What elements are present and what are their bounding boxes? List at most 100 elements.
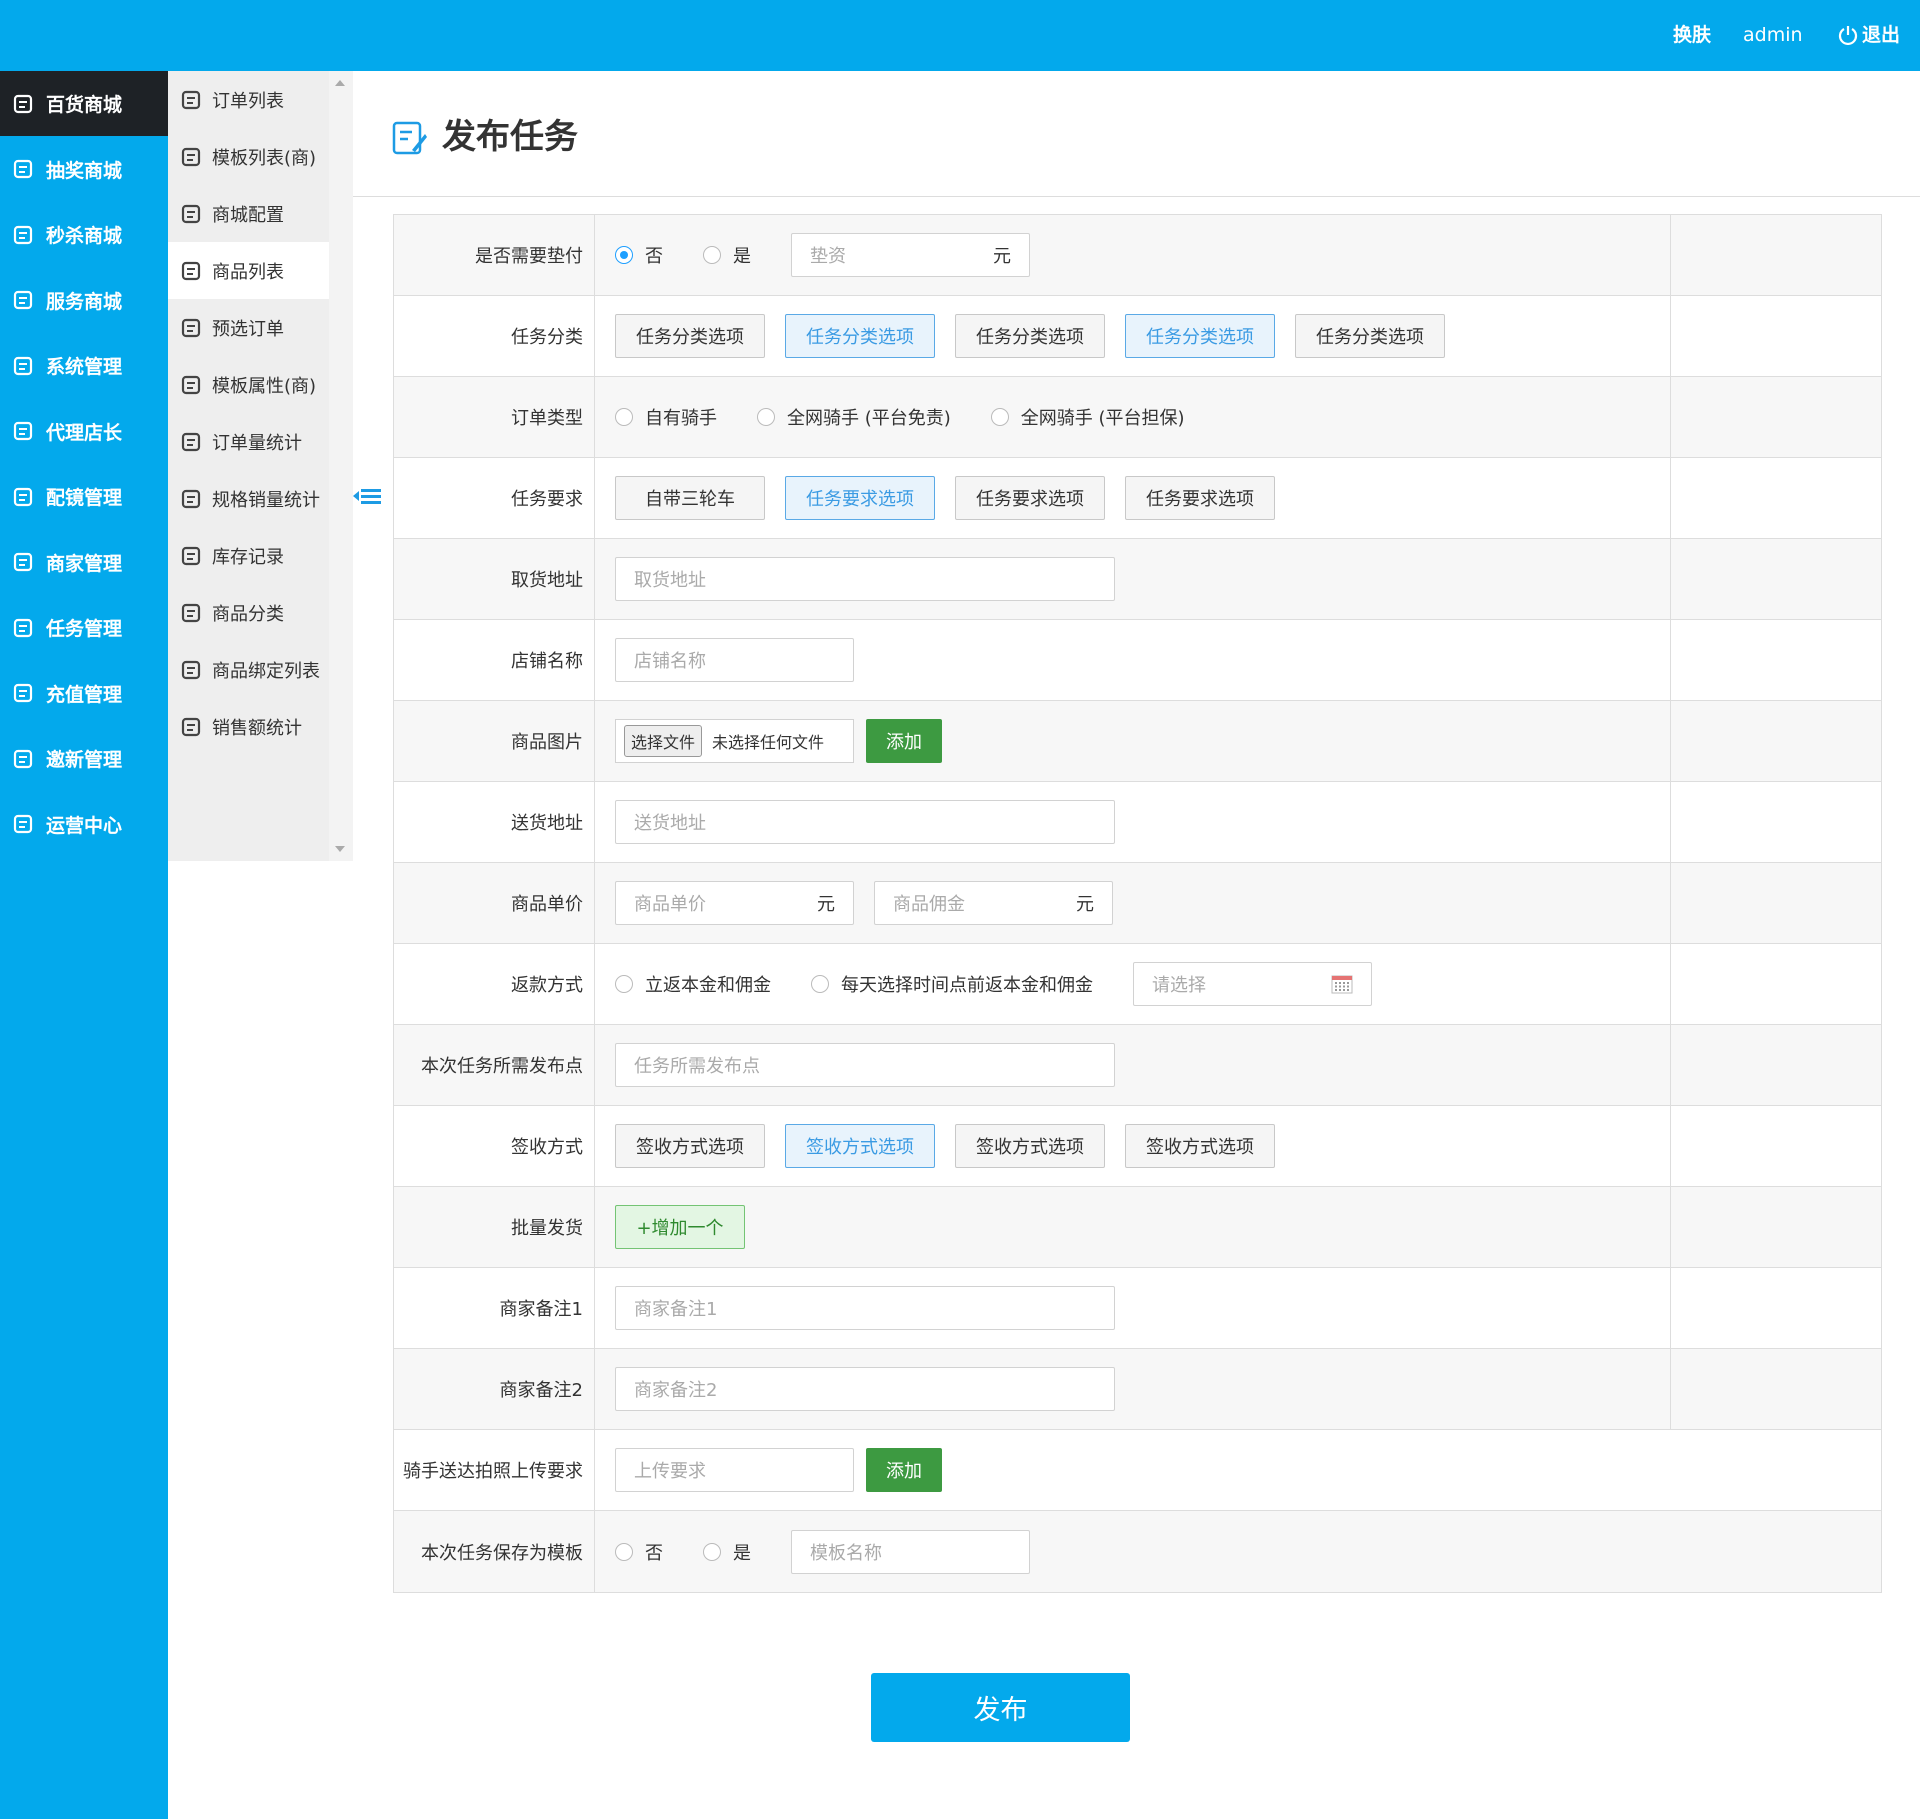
form-row: 商家备注2 商家备注2 [394, 1349, 1881, 1430]
submenu-label: 商品列表 [212, 261, 284, 283]
option-button[interactable]: 任务分类选项 [955, 314, 1105, 358]
option-button[interactable]: 任务要求选项 [1125, 476, 1275, 520]
field-label: 商品单价 [394, 863, 595, 943]
radio-label: 是 [733, 1542, 751, 1564]
sidebar-label: 秒杀商城 [46, 225, 123, 247]
sidebar-label: 代理店长 [46, 421, 123, 444]
submenu-item[interactable]: 销售额统计 [168, 698, 329, 755]
text-input[interactable]: 送货地址 [615, 800, 1115, 844]
radio-circle [703, 1542, 721, 1561]
sidebar: 百货商城 抽奖商城秒杀商城服务商城 系统管理代理店长配镜管理 商家管理 任务管理 充值管理… [0, 71, 168, 1819]
field-label: 骑手送达拍照上传要求 [394, 1430, 595, 1510]
field-controls: 上传要求 添加 [595, 1430, 1881, 1510]
option-button[interactable]: 自带三轮车 [615, 476, 765, 520]
radio[interactable]: 全网骑手 (平台免责) [757, 404, 951, 430]
form-row: 返款方式 立返本金和佣金 每天选择时间点前返本金和佣金 请选择 [394, 944, 1881, 1025]
submenu-label: 模板列表(商) [212, 147, 317, 169]
radio[interactable]: 否 [615, 242, 663, 268]
radio[interactable]: 每天选择时间点前返本金和佣金 [811, 971, 1093, 997]
placeholder: 店铺名称 [634, 651, 706, 672]
form-row: 任务分类 任务分类选项 任务分类选项 任务分类选项 任务分类选项 任务分类选项 [394, 296, 1881, 377]
skin-link[interactable]: 换肤 [1673, 24, 1712, 46]
submenu-item[interactable]: 模板属性(商) [168, 356, 329, 413]
option-button[interactable]: 任务分类选项 [1295, 314, 1445, 358]
radio-label: 否 [645, 246, 663, 267]
sidebar-item[interactable]: 秒杀商城 [0, 202, 168, 267]
option-button[interactable]: 签收方式选项 [955, 1124, 1105, 1168]
add-button[interactable]: 添加 [866, 1448, 942, 1492]
submenu-item[interactable]: 商品绑定列表 [168, 641, 329, 698]
submenu-item[interactable]: 预选订单 [168, 299, 329, 356]
text-input[interactable]: 商家备注2 [615, 1367, 1115, 1411]
submenu-item[interactable]: 库存记录 [168, 527, 329, 584]
option-button[interactable]: 签收方式选项 [1125, 1124, 1275, 1168]
power-icon [1838, 26, 1858, 45]
menu-icon [13, 94, 33, 113]
option-button[interactable]: 签收方式选项 [615, 1124, 765, 1168]
sidebar-item[interactable]: 代理店长 [0, 399, 168, 464]
option-button[interactable]: 任务要求选项 [955, 476, 1105, 520]
submenu-item[interactable]: 商品分类 [168, 584, 329, 641]
collapse-icon[interactable] [352, 486, 382, 506]
field-label: 店铺名称 [394, 620, 595, 700]
text-input[interactable]: 模板名称 [791, 1529, 1030, 1574]
sidebar-item[interactable]: 抽奖商城 [0, 137, 168, 202]
field-controls: 任务所需发布点 [595, 1025, 1671, 1105]
sidebar-item[interactable]: 运营中心 [0, 792, 168, 857]
menu-icon [181, 147, 201, 166]
submit-button[interactable]: 发布 [871, 1673, 1130, 1742]
radio[interactable]: 自有骑手 [615, 404, 717, 430]
sidebar-item[interactable]: 邀新管理 [0, 726, 168, 791]
menu-icon [181, 261, 201, 280]
radio[interactable]: 否 [615, 1539, 663, 1565]
option-button[interactable]: 签收方式选项 [785, 1124, 935, 1168]
submenu-label: 规格销量统计 [212, 489, 320, 511]
submenu: 订单列表模板列表(商) 商城配置商品列表预选订单模板属性(商) 订单量统计规格销量统… [168, 71, 353, 861]
text-input[interactable]: 取货地址 [615, 557, 1115, 601]
sidebar-item[interactable]: 服务商城 [0, 268, 168, 333]
sidebar-item[interactable]: 任务管理 [0, 595, 168, 660]
add-button[interactable]: 添加 [866, 719, 942, 763]
text-input[interactable]: 上传要求 [615, 1448, 854, 1492]
menu-icon [13, 225, 33, 244]
placeholder: 请选择 [1152, 975, 1206, 996]
file-button[interactable]: 选择文件 [624, 725, 703, 757]
option-button[interactable]: 任务分类选项 [1125, 314, 1275, 358]
submenu-item[interactable]: 模板列表(商) [168, 128, 329, 185]
text-input[interactable]: 请选择 [1133, 962, 1372, 1006]
text-input[interactable]: 店铺名称 [615, 638, 854, 682]
menu-icon [181, 546, 201, 565]
menu-icon [181, 204, 201, 223]
file-input[interactable]: 选择文件 未选择任何文件 [615, 719, 854, 763]
submenu-item[interactable]: 商城配置 [168, 185, 329, 242]
form-row: 取货地址 取货地址 [394, 539, 1881, 620]
sidebar-item[interactable]: 百货商城 [0, 71, 168, 136]
radio[interactable]: 立返本金和佣金 [615, 971, 771, 997]
radio[interactable]: 全网骑手 (平台担保) [990, 404, 1185, 430]
sidebar-item[interactable]: 商家管理 [0, 530, 168, 595]
text-input[interactable]: 任务所需发布点 [615, 1043, 1115, 1087]
submenu-item[interactable]: 商品列表 [168, 242, 329, 299]
user-name[interactable]: admin [1743, 24, 1803, 46]
submenu-item[interactable]: 订单量统计 [168, 413, 329, 470]
input-suffix: 元 [817, 894, 835, 915]
option-button[interactable]: 任务分类选项 [785, 314, 935, 358]
radio[interactable]: 是 [703, 242, 751, 268]
submenu-label: 模板属性(商) [212, 375, 317, 397]
radio[interactable]: 是 [703, 1539, 751, 1565]
text-input[interactable]: 商品单价 元 [615, 881, 854, 925]
sidebar-item[interactable]: 充值管理 [0, 661, 168, 726]
submenu-item[interactable]: 订单列表 [168, 71, 329, 128]
text-input[interactable]: 商家备注1 [615, 1286, 1115, 1330]
option-button[interactable]: 任务要求选项 [785, 476, 935, 520]
submenu-item[interactable]: 规格销量统计 [168, 470, 329, 527]
add-more-button[interactable]: +增加一个 [615, 1205, 745, 1249]
sidebar-item[interactable]: 系统管理 [0, 333, 168, 398]
text-input[interactable]: 商品佣金 元 [874, 881, 1113, 925]
option-button[interactable]: 任务分类选项 [615, 314, 765, 358]
sidebar-item[interactable]: 配镜管理 [0, 464, 168, 529]
form-row: 商品单价 商品单价 元 商品佣金 元 [394, 863, 1881, 944]
radio-label: 是 [733, 246, 751, 267]
text-input[interactable]: 垫资 元 [791, 233, 1030, 277]
logout-link[interactable]: 退出 [1862, 24, 1901, 46]
